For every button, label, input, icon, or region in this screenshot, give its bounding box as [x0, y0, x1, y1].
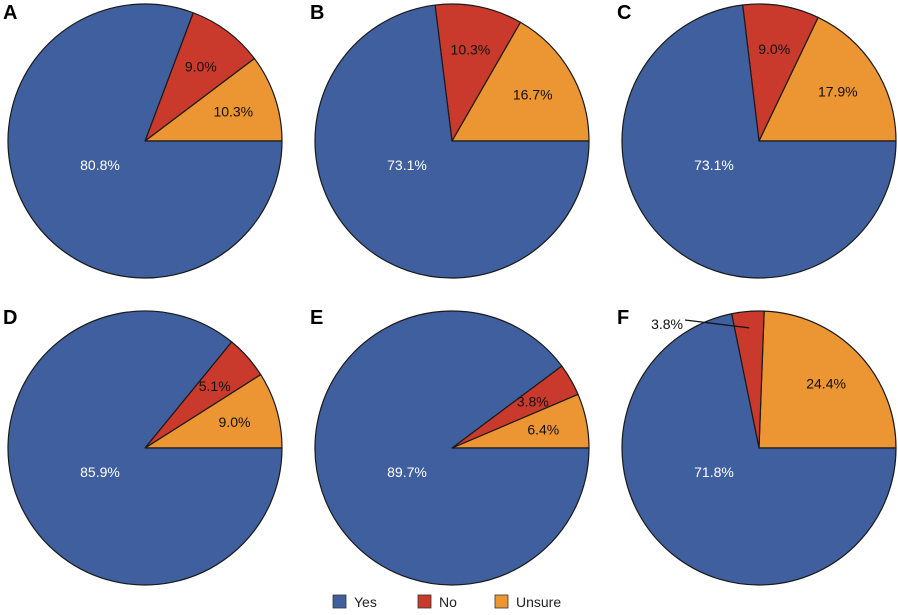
- panel-letter: D: [3, 307, 17, 329]
- pie-panel-a: A 10.3% 9.0% 80.8%: [3, 2, 283, 279]
- label-leader-line: [684, 319, 750, 329]
- panel-letter: F: [617, 307, 629, 329]
- legend-swatch-unsure: [494, 594, 509, 609]
- data-label-unsure: 9.0%: [219, 414, 251, 430]
- data-label-yes: 71.8%: [694, 464, 734, 480]
- data-label-no: 10.3%: [451, 42, 491, 58]
- panel-letter: C: [617, 2, 631, 24]
- data-label-no: 3.8%: [517, 394, 549, 410]
- legend-swatch-yes: [332, 594, 347, 609]
- legend-label-no: No: [439, 594, 457, 610]
- pie-slice-yes: [314, 4, 590, 279]
- data-label-no: 9.0%: [185, 58, 217, 74]
- data-label-yes: 80.8%: [80, 157, 120, 173]
- data-label-unsure: 24.4%: [806, 375, 846, 391]
- pie-slice-unsure: [758, 310, 897, 449]
- legend: Yes No Unsure: [332, 594, 561, 610]
- pie-slice-unsure: [758, 16, 897, 142]
- panel-letter: A: [3, 2, 17, 24]
- pie-slice-yes: [621, 4, 897, 279]
- pie-slice-yes: [7, 3, 283, 279]
- data-label-yes: 73.1%: [694, 157, 734, 173]
- pie-panel-c: C 17.9% 9.0% 73.1%: [617, 2, 897, 279]
- data-label-unsure: 16.7%: [513, 86, 553, 102]
- pie-panel-b: B 16.7% 10.3% 73.1%: [310, 2, 590, 279]
- legend-swatch-no: [417, 594, 432, 609]
- legend-label-unsure: Unsure: [516, 594, 561, 610]
- data-label-no: 3.8%: [651, 316, 683, 332]
- data-label-unsure: 17.9%: [818, 83, 858, 99]
- pie-panel-d: D 9.0% 5.1% 85.9%: [3, 307, 283, 586]
- legend-label-yes: Yes: [354, 594, 377, 610]
- pie-slice-no: [434, 3, 521, 142]
- pie-slice-unsure: [144, 57, 283, 142]
- data-label-no: 9.0%: [758, 41, 790, 57]
- pie-slice-unsure: [451, 21, 590, 142]
- panel-letter: E: [310, 307, 323, 329]
- data-label-unsure: 6.4%: [527, 421, 559, 437]
- panel-letter: B: [310, 2, 324, 24]
- data-label-yes: 73.1%: [387, 157, 427, 173]
- data-label-no: 5.1%: [199, 378, 231, 394]
- pie-panel-f: F 24.4% 3.8% 71.8%: [617, 307, 897, 586]
- data-label-yes: 89.7%: [387, 464, 427, 480]
- data-label-unsure: 10.3%: [213, 103, 253, 119]
- pie-panel-e: E 6.4% 3.8% 89.7%: [310, 307, 590, 586]
- pie-slice-yes: [314, 310, 590, 586]
- data-label-yes: 85.9%: [80, 464, 120, 480]
- pie-panels: A 10.3% 9.0% 80.8% B 16.7% 10.3% 73.1% C 17.9% 9.0…: [3, 2, 897, 586]
- pie-slice-yes: [621, 313, 897, 586]
- pie-slice-yes: [7, 310, 283, 586]
